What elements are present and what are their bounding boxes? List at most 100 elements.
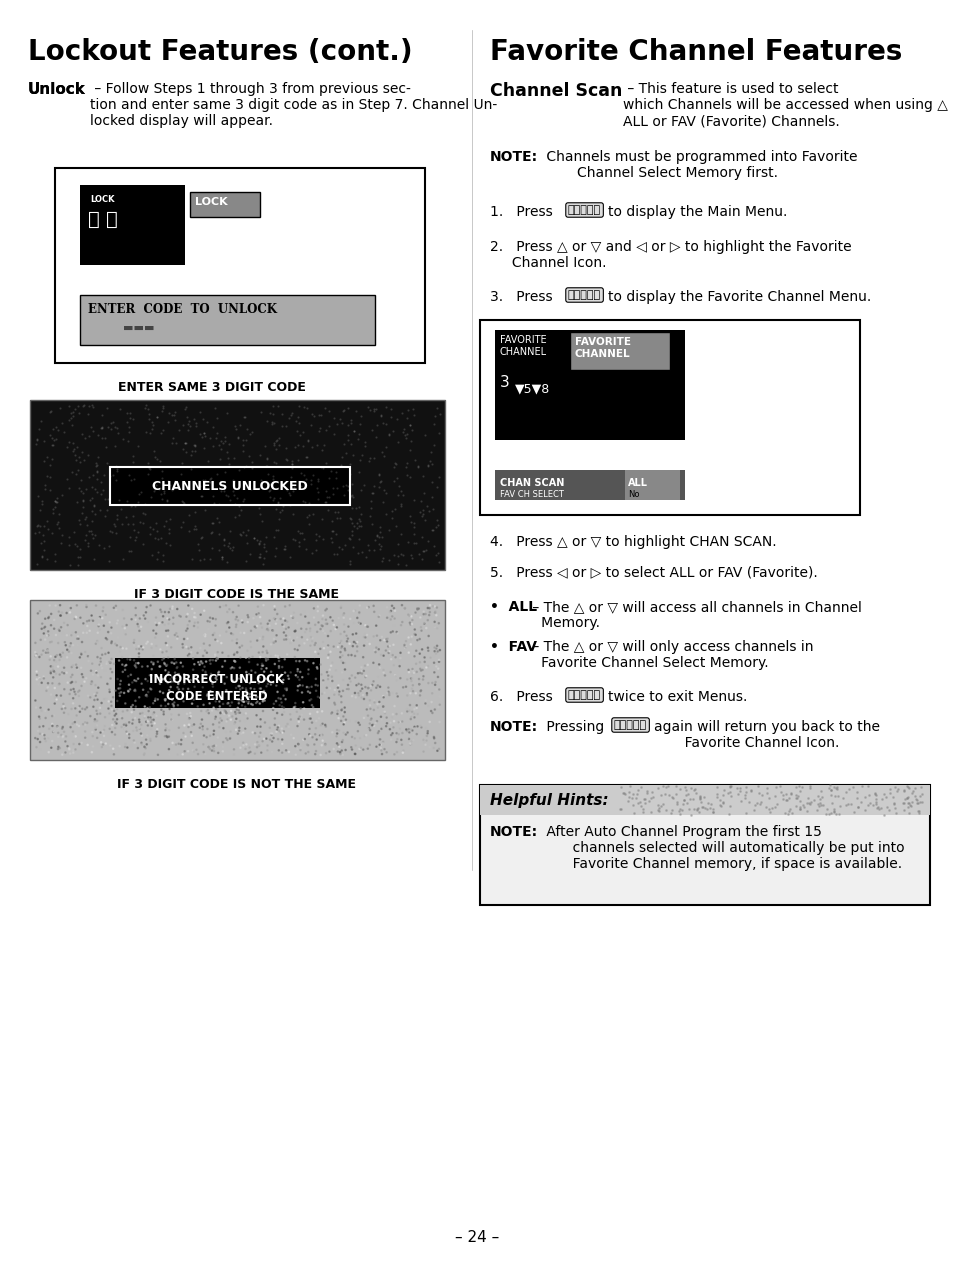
Text: NOTE:: NOTE: [490, 150, 537, 164]
Point [35, 724, 51, 744]
Point [226, 448, 241, 468]
Point [172, 705, 187, 725]
Point [388, 647, 403, 667]
Point [56, 702, 71, 723]
Point [284, 630, 299, 651]
Point [31, 668, 47, 689]
Point [86, 494, 101, 514]
Point [405, 730, 420, 750]
Point [195, 661, 211, 681]
Point [359, 654, 375, 675]
Point [801, 776, 817, 796]
Point [226, 658, 241, 678]
Point [335, 414, 350, 434]
Point [81, 651, 96, 671]
Point [233, 623, 248, 643]
Point [71, 546, 86, 566]
Point [401, 467, 416, 487]
Point [325, 478, 340, 498]
Point [809, 786, 824, 806]
Point [228, 704, 243, 724]
Point [335, 670, 351, 690]
Point [187, 654, 202, 675]
Text: CODE ENTERED: CODE ENTERED [166, 690, 268, 702]
Point [156, 474, 172, 494]
Point [292, 636, 307, 656]
Point [322, 460, 337, 480]
Point [367, 692, 382, 712]
Text: Pressing: Pressing [541, 720, 603, 734]
Point [240, 694, 255, 714]
Point [93, 733, 109, 753]
Point [310, 601, 325, 622]
Point [194, 716, 210, 736]
Point [37, 431, 52, 451]
Point [401, 415, 416, 435]
Point [404, 678, 419, 699]
Point [128, 598, 143, 618]
Point [54, 603, 70, 623]
Point [416, 541, 431, 561]
Point [269, 499, 284, 520]
Point [297, 743, 313, 763]
Point [278, 449, 294, 469]
Point [737, 788, 752, 808]
Point [285, 503, 300, 523]
Point [138, 603, 153, 623]
Point [207, 623, 222, 643]
Point [371, 464, 386, 484]
Point [276, 731, 292, 752]
Point [395, 419, 411, 439]
Point [428, 605, 443, 625]
Point [238, 648, 253, 668]
Point [73, 658, 89, 678]
Point [371, 527, 386, 547]
Point [96, 689, 112, 709]
Point [220, 536, 235, 556]
Point [30, 665, 45, 685]
Point [644, 787, 659, 807]
Point [51, 649, 67, 670]
Point [243, 632, 258, 652]
Point [186, 409, 201, 429]
Point [354, 683, 369, 704]
Point [372, 522, 387, 542]
Point [324, 723, 339, 743]
Point [255, 637, 271, 657]
Point [357, 624, 373, 644]
Point [135, 637, 151, 657]
Point [172, 667, 188, 687]
Point [128, 680, 143, 700]
Point [299, 734, 314, 754]
Point [401, 662, 416, 682]
Point [357, 615, 373, 636]
Point [228, 617, 243, 637]
Bar [624, 470, 679, 501]
Point [371, 535, 386, 555]
Point [309, 523, 324, 543]
Point [117, 736, 132, 757]
Bar [55, 168, 424, 363]
Point [887, 777, 902, 797]
Point [126, 721, 141, 741]
Text: Unlock: Unlock [28, 82, 86, 97]
Point [297, 651, 313, 671]
Point [895, 792, 910, 812]
Point [359, 685, 375, 705]
Point [69, 464, 84, 484]
Point [152, 479, 167, 499]
Point [364, 715, 379, 735]
Point [290, 667, 305, 687]
Point [127, 651, 142, 671]
Point [223, 701, 238, 721]
Point [801, 778, 817, 798]
Point [361, 450, 376, 470]
Point [93, 473, 109, 493]
Point [396, 637, 412, 657]
Point [49, 663, 64, 683]
Point [351, 628, 366, 648]
Point [131, 636, 146, 656]
Point [63, 598, 78, 618]
Point [157, 720, 172, 740]
Point [228, 702, 243, 723]
